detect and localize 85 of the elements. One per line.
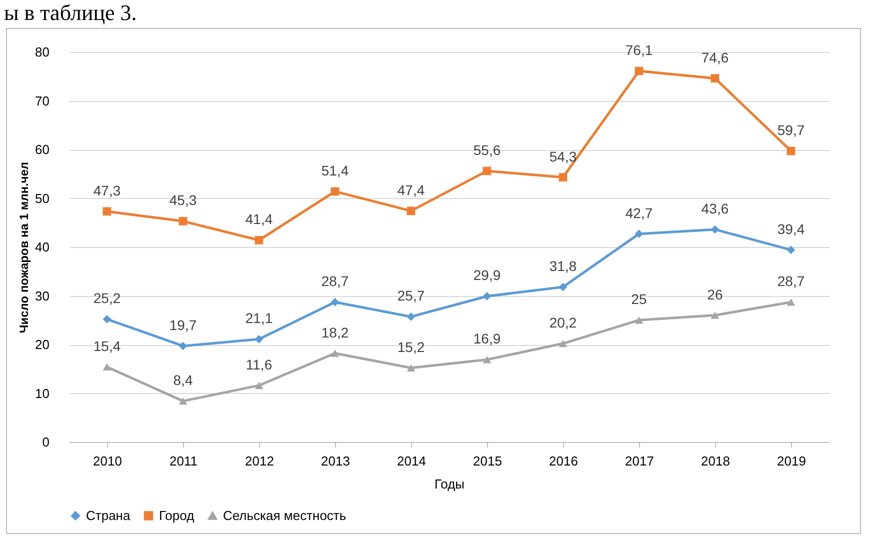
x-tick-label: 2011: [170, 454, 198, 468]
data-label: 76,1: [625, 42, 653, 58]
point: [178, 216, 188, 226]
x-tick-label: 2012: [245, 454, 274, 468]
point: [406, 364, 416, 372]
y-tick-label: 70: [35, 93, 50, 108]
data-label: 74,6: [701, 49, 729, 66]
point: [786, 246, 796, 254]
data-label: 18,2: [321, 324, 349, 340]
y-tick-label: 10: [35, 386, 50, 401]
point: [482, 356, 492, 364]
data-label: 55,6: [473, 142, 501, 158]
point: [558, 282, 568, 292]
data-label: 26: [707, 286, 723, 302]
data-label: 41,4: [245, 211, 273, 228]
y-tick-label: 0: [42, 434, 50, 450]
point: [710, 74, 720, 83]
x-tick-label: 2010: [93, 454, 122, 468]
data-label: 39,4: [777, 220, 805, 237]
point: [102, 207, 112, 216]
point: [330, 350, 340, 357]
point: [406, 206, 416, 216]
point: [482, 292, 492, 300]
data-label: 54,3: [549, 148, 577, 164]
x-tick-label: 2018: [701, 454, 730, 468]
data-label: 47,4: [397, 182, 425, 198]
data-label: 42,7: [625, 204, 653, 221]
data-label: 15,2: [397, 338, 425, 355]
point: [634, 230, 644, 238]
data-label: 51,4: [321, 162, 349, 178]
point: [330, 187, 340, 196]
legend-label: Сельская местность: [223, 508, 346, 523]
point: [102, 314, 112, 324]
data-label: 59,7: [777, 122, 805, 138]
data-label: 25: [631, 291, 647, 308]
x-tick-label: 2017: [625, 454, 654, 468]
point: [178, 397, 188, 405]
y-axis-title: Число пожаров на 1 млн.чел: [17, 162, 32, 334]
data-label: 8,4: [173, 372, 193, 388]
point: [786, 298, 796, 306]
data-label: 11,6: [246, 356, 272, 372]
y-tick-label: 40: [35, 240, 50, 254]
x-tick-label: 2014: [397, 454, 426, 468]
point: [254, 236, 264, 244]
point: [634, 316, 644, 324]
point: [558, 173, 568, 182]
point: [102, 363, 112, 371]
legend-label: Страна: [86, 508, 131, 523]
data-label: 31,8: [549, 258, 577, 274]
x-tick-label: 2016: [549, 454, 578, 468]
point: [558, 340, 568, 348]
point: [482, 166, 492, 176]
data-label: 28,7: [321, 273, 349, 290]
point: [178, 342, 188, 350]
point: [254, 334, 264, 344]
data-label: 25,7: [397, 288, 425, 304]
y-tick-label: 60: [35, 142, 50, 157]
x-tick-label: 2015: [473, 454, 502, 468]
data-label: 19,7: [169, 316, 197, 333]
point: [710, 312, 720, 319]
x-tick-label: 2019: [777, 454, 806, 468]
legend-label: Город: [159, 508, 195, 523]
y-tick-label: 50: [35, 190, 50, 206]
data-label: 45,3: [169, 192, 197, 208]
data-label: 20,2: [549, 314, 577, 331]
point: [710, 225, 720, 234]
data-label: 28,7: [777, 273, 805, 290]
point: [330, 298, 340, 306]
point: [406, 312, 416, 321]
data-label: 29,9: [473, 267, 501, 284]
point: [786, 146, 796, 156]
data-label: 21,1: [245, 310, 273, 326]
data-label: 43,6: [701, 200, 729, 216]
y-tick-label: 30: [35, 288, 50, 304]
point: [254, 382, 264, 390]
text: ы в таблице 3.: [4, 0, 137, 25]
data-label: 15,4: [93, 338, 121, 354]
point: [634, 66, 644, 76]
x-axis-title: Годы: [434, 476, 465, 492]
data-label: 16,9: [473, 330, 501, 347]
y-tick-label: 80: [35, 44, 50, 60]
data-label: 47,3: [93, 182, 121, 198]
y-tick-label: 20: [35, 337, 50, 352]
data-label: 25,2: [93, 290, 121, 306]
x-tick-label: 2013: [321, 454, 350, 468]
